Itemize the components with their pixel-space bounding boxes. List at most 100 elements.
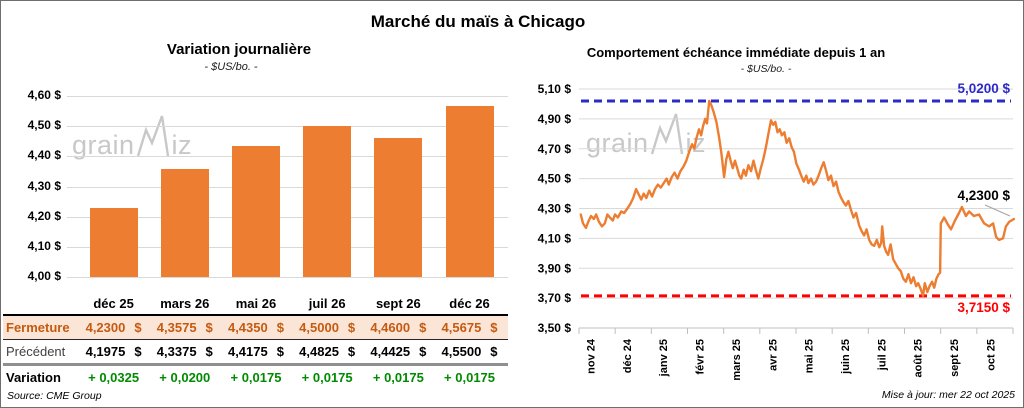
column-header: mars 26 (160, 296, 210, 311)
table-cell: 4,4825 $ (292, 340, 363, 363)
currency-sign: $ (490, 344, 498, 359)
y-axis-label: 4,30 $ (538, 202, 572, 216)
row-label: Précédent (6, 344, 66, 359)
y-axis-label: 4,30 $ (27, 178, 61, 193)
x-axis-label: janv 25 (658, 339, 670, 377)
gridline (67, 216, 508, 218)
x-axis-label: févr 25 (695, 339, 707, 374)
resistance-value-label: 5,0200 $ (957, 81, 1010, 96)
cell-value: 4,1975 (85, 344, 126, 359)
watermark-text: grain (72, 130, 135, 160)
x-axis-label: juin 25 (840, 339, 852, 375)
currency-sign: $ (205, 320, 213, 335)
table-row: Variation + 0,0325 + 0,0200 + 0,0175 + 0,017… (3, 366, 508, 389)
table-cell: + 0,0175 (220, 366, 291, 389)
column-header: mai 26 (235, 296, 277, 311)
y-axis-label: 3,70 $ (538, 291, 572, 305)
y-axis-label: 4,50 $ (538, 172, 572, 186)
futures-table: déc 25 mars 26 mai 26 juil 26 sept 26 déc 26 F… (3, 293, 508, 389)
x-axis-label: juil 25 (876, 339, 888, 371)
grainwiz-zigzag-icon (650, 113, 683, 155)
bar (160, 169, 209, 277)
currency-sign: $ (134, 344, 142, 359)
table-cell: 4,1975 $ (78, 340, 149, 363)
y-axis-label: 4,90 $ (538, 112, 572, 126)
table-cell: 4,5675 $ (434, 316, 505, 339)
cell-value: 4,2300 (85, 320, 126, 335)
y-axis-label: 4,20 $ (27, 208, 61, 223)
bar (303, 126, 352, 277)
y-axis-label: 4,10 $ (538, 231, 572, 245)
row-label: Variation (6, 370, 61, 385)
currency-sign: $ (490, 320, 498, 335)
cell-value: + 0,0175 (444, 370, 496, 385)
cell-value: + 0,0175 (372, 370, 424, 385)
cell-value: 4,4350 (227, 320, 268, 335)
y-axis-label: 3,90 $ (538, 261, 572, 275)
row-label: Fermeture (6, 320, 70, 335)
x-axis-label: avr 25 (767, 339, 779, 371)
x-axis-label: mars 25 (731, 339, 743, 381)
currency-sign: $ (205, 344, 213, 359)
grainwiz-watermark: grain iz (586, 112, 706, 157)
watermark-text: grain (586, 128, 649, 158)
table-cell: 4,4600 $ (363, 316, 434, 339)
y-axis-label: 4,40 $ (27, 148, 61, 163)
cell-value: 4,5000 (299, 320, 339, 335)
cell-value: 4,3575 (156, 320, 197, 335)
cell-value: + 0,0175 (301, 370, 353, 385)
chart-title: Variation journalière (166, 41, 312, 58)
gridline (67, 96, 508, 97)
watermark-text: iz (171, 130, 193, 160)
table-row: Fermeture 4,2300 $4,3575 $4,4350 $4,5000 $4,4… (3, 316, 508, 340)
update-date-note: Mise à jour: mer 22 oct 2025 (881, 389, 1015, 401)
table-cell: 4,4425 $ (363, 340, 434, 363)
chart-subtitle: - $US/bo. - (204, 61, 258, 73)
gridline (67, 277, 508, 278)
table-cell: 4,3375 $ (149, 340, 220, 363)
column-header: déc 26 (449, 296, 490, 311)
table-cell: + 0,0175 (363, 366, 434, 389)
cell-value: + 0,0200 (159, 370, 211, 385)
table-header-row: déc 25 mars 26 mai 26 juil 26 sept 26 déc 26 (3, 293, 508, 316)
last-price-label: 4,2300 $ (957, 188, 1010, 203)
column-header: déc 25 (93, 296, 134, 311)
column-header: sept 26 (375, 296, 421, 311)
chart-subtitle: - $US/bo. - (740, 63, 792, 75)
gridline (67, 186, 508, 188)
table-cell: 4,5500 $ (434, 340, 505, 363)
currency-sign: $ (276, 344, 284, 359)
y-axis-label: 4,10 $ (27, 238, 61, 253)
table-cell: 4,5000 $ (292, 316, 363, 339)
leader-line (984, 204, 1011, 217)
gridline (67, 156, 508, 158)
y-axis-label: 4,50 $ (27, 118, 61, 133)
cell-value: + 0,0175 (230, 370, 282, 385)
table-cell: 4,2300 $ (78, 316, 149, 339)
grainwiz-watermark: grain iz (72, 114, 192, 159)
x-axis-label: déc 24 (622, 338, 634, 373)
cell-value: 4,5675 (441, 320, 482, 335)
gridline (67, 246, 508, 248)
chart-title: Comportement échéance immédiate depuis 1… (586, 45, 886, 60)
column-header: juil 26 (308, 296, 346, 311)
y-axis-label: 4,60 $ (27, 88, 61, 102)
price-line (579, 99, 1016, 298)
grainwiz-zigzag-icon (136, 115, 169, 157)
table-cell: + 0,0175 (434, 366, 505, 389)
table-cell: + 0,0175 (292, 366, 363, 389)
x-axis-label: août 25 (913, 339, 925, 378)
currency-sign: $ (276, 320, 284, 335)
table-cell: + 0,0200 (149, 366, 220, 389)
currency-sign: $ (347, 344, 356, 359)
source-note: Source: CME Group (7, 390, 102, 402)
gridline (67, 126, 508, 128)
page-title: Marché du maïs à Chicago (370, 12, 586, 31)
support-value-label: 3,7150 $ (957, 300, 1010, 315)
bar (232, 145, 280, 277)
bar (445, 105, 494, 277)
